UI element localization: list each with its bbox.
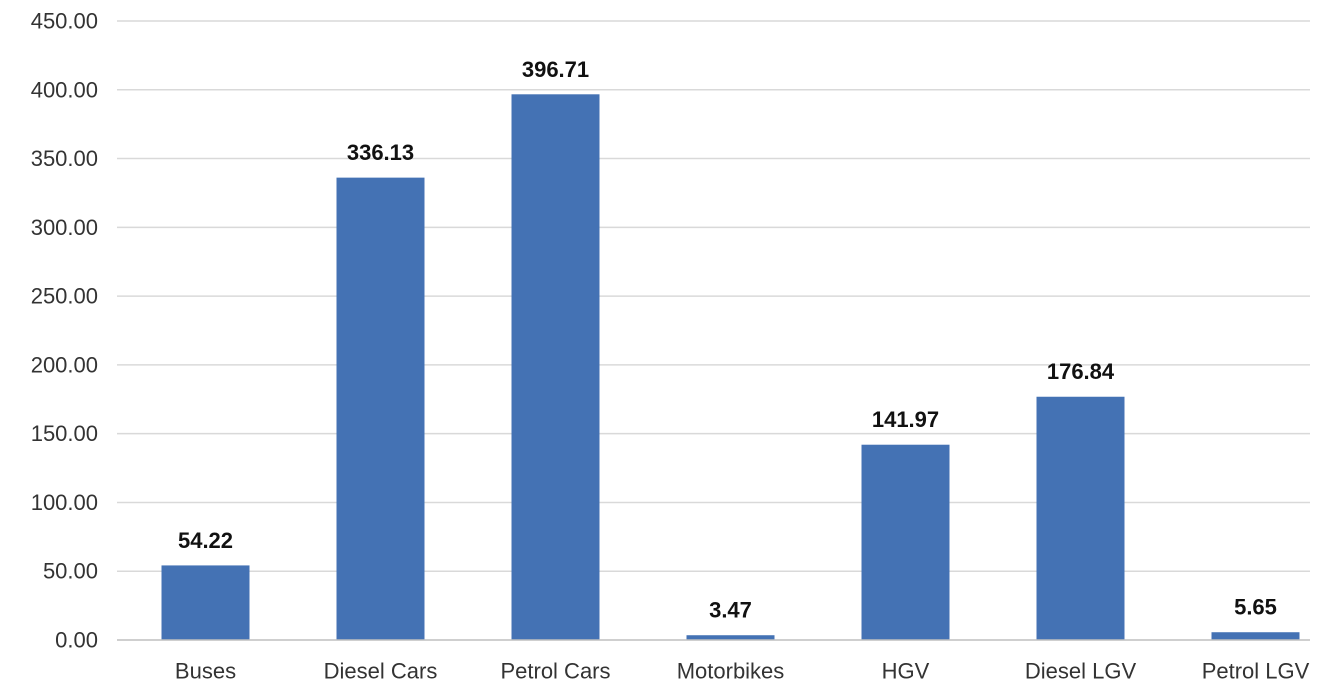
y-tick-label: 350.00: [31, 146, 98, 171]
gridlines: [117, 20, 1310, 572]
y-tick-label: 150.00: [31, 421, 98, 446]
y-tick-label: 250.00: [31, 284, 98, 309]
x-tick-label: Petrol LGV: [1202, 659, 1310, 683]
x-axis-tick-labels: Buses Diesel Cars Petrol Cars Motorbikes HGV…: [175, 659, 1310, 683]
bar: [686, 635, 775, 640]
bar: [511, 94, 600, 641]
x-tick-label: HGV: [882, 659, 930, 683]
x-tick-label: Buses: [175, 659, 236, 683]
y-axis-tick-labels: 0.00 50.00 100.00 150.00 200.00 250.00 300.00 3…: [31, 9, 98, 653]
y-tick-label: 450.00: [31, 9, 98, 34]
x-tick-label: Diesel LGV: [1025, 659, 1137, 683]
data-label: 336.13: [347, 140, 414, 165]
data-label: 5.65: [1234, 595, 1277, 620]
y-tick-label: 50.00: [43, 559, 98, 584]
y-tick-label: 100.00: [31, 490, 98, 515]
bar: [161, 565, 250, 640]
data-labels: 54.22 336.13 396.71 3.47 141.97 176.84 5.65: [178, 57, 1277, 623]
x-tick-label: Petrol Cars: [500, 659, 610, 683]
y-tick-label: 200.00: [31, 352, 98, 377]
data-label: 396.71: [522, 57, 589, 82]
bars: [161, 94, 1300, 641]
x-tick-label: Diesel Cars: [324, 659, 438, 683]
bar: [861, 444, 950, 640]
data-label: 141.97: [872, 407, 939, 432]
bar: [336, 177, 425, 640]
bar: [1036, 396, 1125, 640]
data-label: 3.47: [709, 598, 752, 623]
y-tick-label: 300.00: [31, 215, 98, 240]
x-tick-label: Motorbikes: [677, 659, 785, 683]
bar: [1211, 632, 1300, 640]
data-label: 54.22: [178, 528, 233, 553]
data-label: 176.84: [1047, 359, 1115, 384]
y-tick-label: 0.00: [55, 628, 98, 653]
y-tick-label: 400.00: [31, 77, 98, 102]
